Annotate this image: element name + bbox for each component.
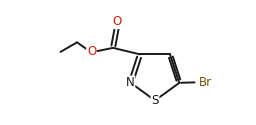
Text: Br: Br (199, 76, 212, 89)
Text: S: S (151, 94, 159, 107)
Text: O: O (113, 15, 122, 28)
Text: N: N (126, 76, 135, 89)
Text: O: O (87, 45, 96, 58)
